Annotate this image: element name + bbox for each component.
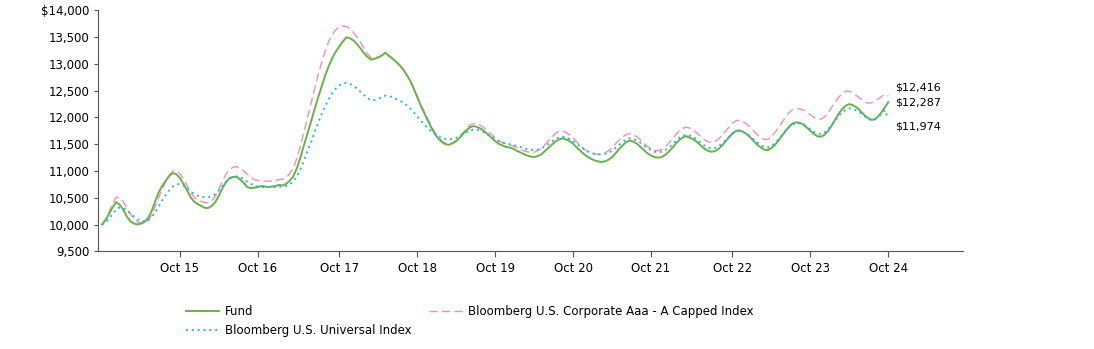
Text: $12,416: $12,416: [895, 82, 941, 92]
Text: $12,287: $12,287: [895, 97, 942, 107]
Legend: Fund, Bloomberg U.S. Universal Index, Bloomberg U.S. Corporate Aaa - A Capped In: Fund, Bloomberg U.S. Universal Index, Bl…: [182, 300, 759, 342]
Text: $11,974: $11,974: [895, 122, 941, 132]
